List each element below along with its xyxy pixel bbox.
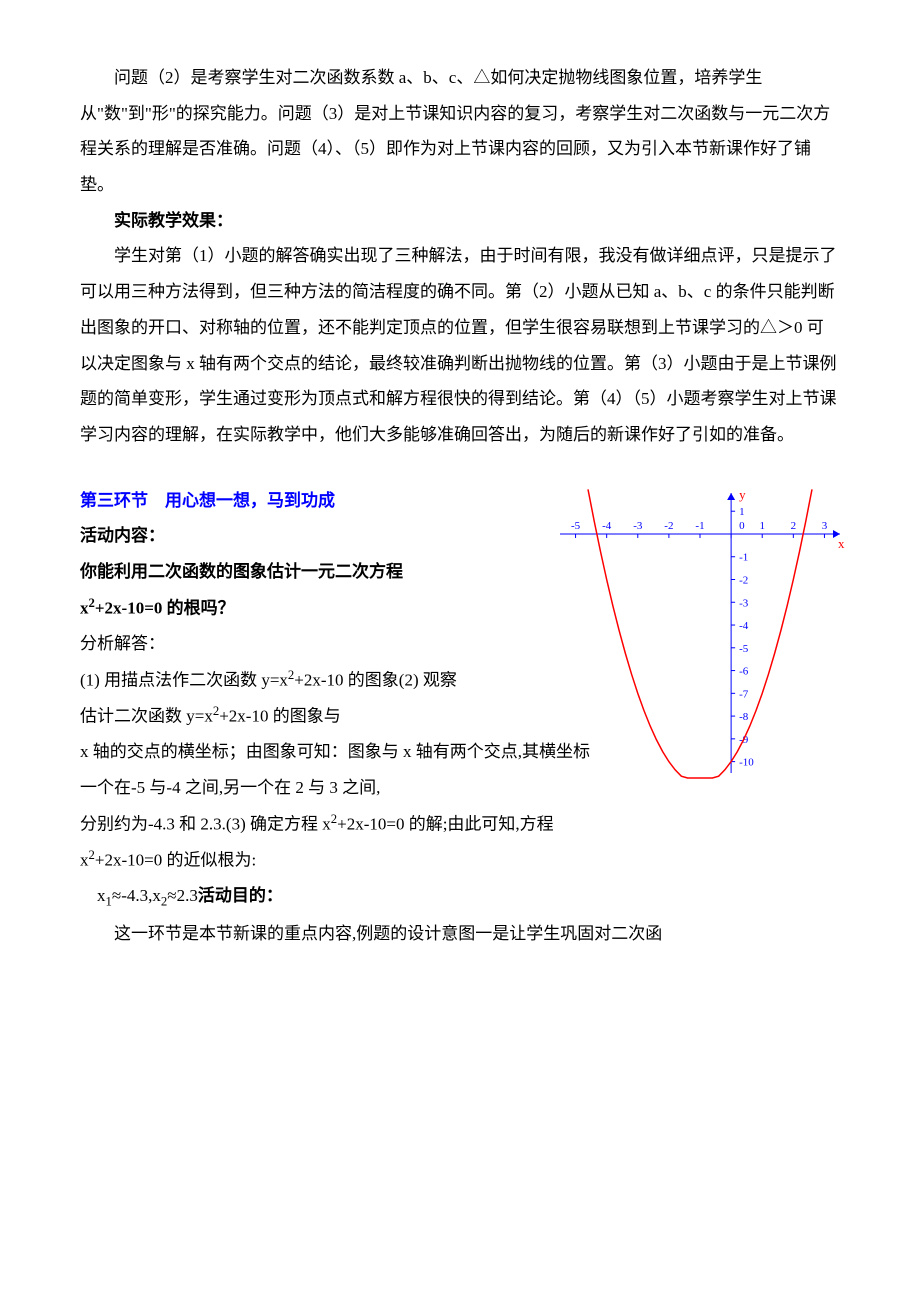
step-2: 估计二次函数 y=x2+2x-10 的图象与 [80,698,500,734]
svg-text:-6: -6 [739,665,749,677]
svg-text:-3: -3 [633,520,643,532]
s6-pre: x [80,851,89,870]
question-line-2: x2+2x-10=0 的根吗？ [80,590,500,626]
effect-heading: 实际教学效果： [80,203,840,239]
parabola-chart: -5-4-3-2-101231-1-2-3-4-5-6-7-8-9-10yx [550,483,850,783]
r-mid2: ≈2.3 [167,886,198,905]
r-pre: x [80,886,106,905]
roots-line: x1≈-4.3,x2≈2.3活动目的： [80,878,840,915]
svg-text:-2: -2 [739,574,748,586]
svg-text:0: 0 [739,520,745,532]
svg-text:-4: -4 [602,520,612,532]
svg-text:2: 2 [791,520,797,532]
svg-text:-1: -1 [695,520,704,532]
svg-text:-5: -5 [739,642,749,654]
svg-text:1: 1 [759,520,765,532]
step-1: (1) 用描点法作二次函数 y=x2+2x-10 的图象(2) 观察 [80,662,500,698]
s5-post: +2x-10=0 的解;由此可知,方程 [337,814,554,833]
purpose-label: 活动目的： [198,886,283,905]
analysis-label: 分析解答： [80,626,500,662]
step-5: 分别约为-4.3 和 2.3.(3) 确定方程 x2+2x-10=0 的解;由此… [80,806,840,842]
s2-post: +2x-10 的图象与 [219,707,341,726]
purpose-text: 这一环节是本节新课的重点内容,例题的设计意图一是让学生巩固对二次函 [80,916,840,952]
q-text2: +2x-10=0 的根吗？ [95,598,235,617]
step-6: x2+2x-10=0 的近似根为: [80,842,840,878]
s5-pre: 分别约为-4.3 和 2.3.(3) 确定方程 x [80,814,331,833]
svg-text:-2: -2 [664,520,673,532]
svg-text:3: 3 [822,520,828,532]
svg-text:-3: -3 [739,597,749,609]
s6-post: +2x-10=0 的近似根为: [95,851,256,870]
svg-text:-8: -8 [739,711,749,723]
svg-text:-1: -1 [739,551,748,563]
intro-paragraph-2: 学生对第（1）小题的解答确实出现了三种解法，由于时间有限，我没有做详细点评，只是… [80,238,840,452]
svg-text:-10: -10 [739,756,754,768]
svg-text:y: y [739,487,746,502]
question-line-1: 你能利用二次函数的图象估计一元二次方程 [80,554,500,590]
svg-text:-7: -7 [739,688,749,700]
svg-text:1: 1 [739,506,745,518]
s1-pre: (1) 用描点法作二次函数 y=x [80,670,288,689]
s2-pre: 估计二次函数 y=x [80,707,213,726]
q-text: x [80,598,89,617]
svg-text:x: x [838,536,845,551]
svg-text:-5: -5 [571,520,581,532]
r-mid1: ≈-4.3,x [112,886,161,905]
s1-post: +2x-10 的图象(2) 观察 [294,670,457,689]
activity-label: 活动内容： [80,518,500,554]
intro-paragraph-1: 问题（2）是考察学生对二次函数系数 a、b、c、△如何决定抛物线图象位置，培养学… [80,60,840,203]
svg-text:-4: -4 [739,620,749,632]
